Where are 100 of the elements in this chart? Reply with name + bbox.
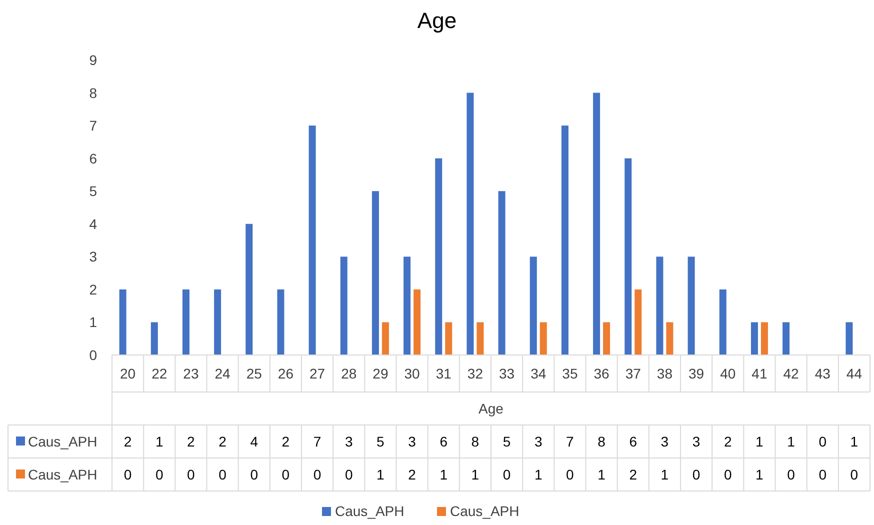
bar bbox=[498, 191, 506, 355]
data-label: 0 bbox=[692, 466, 700, 482]
bar bbox=[530, 256, 537, 355]
data-label: 0 bbox=[566, 466, 574, 482]
bar bbox=[593, 92, 600, 355]
x-tick-label: 28 bbox=[341, 366, 357, 382]
bar bbox=[340, 256, 348, 355]
data-label: 0 bbox=[187, 466, 196, 482]
bar bbox=[246, 224, 253, 355]
x-tick-label: 32 bbox=[467, 366, 484, 382]
data-label: 3 bbox=[534, 434, 542, 450]
bar bbox=[445, 322, 452, 355]
y-tick-label: 3 bbox=[89, 248, 98, 265]
data-label: 0 bbox=[724, 466, 732, 482]
bar bbox=[404, 256, 411, 355]
x-tick-label: 26 bbox=[278, 366, 294, 382]
data-label: 1 bbox=[155, 434, 164, 450]
data-label: 4 bbox=[250, 434, 258, 450]
y-tick-label: 6 bbox=[89, 150, 98, 166]
x-tick-label: 25 bbox=[246, 366, 262, 382]
data-label: 6 bbox=[440, 434, 448, 450]
y-tick-label: 8 bbox=[89, 84, 98, 101]
x-tick-label: 38 bbox=[656, 366, 673, 382]
bar bbox=[846, 322, 853, 355]
x-axis-title: Age bbox=[478, 400, 504, 416]
bar bbox=[150, 322, 158, 355]
data-label: 0 bbox=[818, 466, 827, 482]
data-label: 2 bbox=[408, 466, 416, 482]
data-label: 0 bbox=[344, 466, 353, 482]
data-label: 0 bbox=[124, 466, 132, 482]
x-tick-label: 44 bbox=[846, 366, 862, 382]
bar bbox=[760, 322, 768, 355]
x-tick-label: 36 bbox=[594, 366, 610, 382]
data-label: 2 bbox=[218, 434, 227, 450]
x-tick-label: 31 bbox=[436, 366, 452, 382]
data-label: 0 bbox=[282, 466, 290, 482]
data-label: 1 bbox=[756, 434, 764, 450]
data-label: 2 bbox=[724, 434, 732, 450]
x-tick-label: 40 bbox=[720, 366, 736, 382]
data-label: 1 bbox=[787, 434, 796, 450]
x-tick-label: 27 bbox=[310, 366, 326, 382]
bar bbox=[624, 158, 632, 355]
data-label: 2 bbox=[187, 434, 196, 450]
legend-label: Caus_APH bbox=[28, 434, 98, 450]
bar bbox=[372, 191, 379, 355]
bar bbox=[750, 322, 758, 355]
x-tick-label: 41 bbox=[752, 366, 768, 382]
x-tick-label: 20 bbox=[120, 366, 136, 382]
data-label: 8 bbox=[471, 434, 480, 450]
text: Caus_APH bbox=[28, 466, 98, 482]
x-tick-label: 37 bbox=[625, 366, 642, 382]
y-tick-label: 1 bbox=[89, 314, 98, 330]
data-label: 1 bbox=[534, 466, 542, 482]
data-label: 1 bbox=[440, 466, 448, 482]
chart-title: Age bbox=[417, 8, 457, 33]
data-label: 0 bbox=[818, 434, 827, 450]
bar bbox=[603, 322, 610, 355]
y-tick-label: 9 bbox=[89, 52, 98, 68]
bar bbox=[540, 322, 547, 355]
data-label: 5 bbox=[376, 434, 385, 450]
data-label: 1 bbox=[598, 466, 606, 482]
bar bbox=[666, 322, 674, 355]
data-label: 0 bbox=[313, 466, 322, 482]
bar bbox=[634, 289, 642, 355]
x-tick-label: 29 bbox=[372, 366, 388, 382]
data-label: 2 bbox=[629, 466, 638, 482]
bar bbox=[466, 92, 474, 355]
x-tick-label: 39 bbox=[688, 366, 704, 382]
data-label: 7 bbox=[566, 434, 574, 450]
data-label: 0 bbox=[218, 466, 227, 482]
data-label: 3 bbox=[692, 434, 700, 450]
data-label: 0 bbox=[850, 466, 858, 482]
data-label: 1 bbox=[660, 466, 669, 482]
data-label: 8 bbox=[598, 434, 606, 450]
data-label: 3 bbox=[408, 434, 416, 450]
x-tick-label: 43 bbox=[814, 366, 831, 382]
bar bbox=[476, 322, 484, 355]
data-label: 1 bbox=[471, 466, 480, 482]
x-tick-label: 34 bbox=[530, 366, 546, 382]
bar bbox=[119, 289, 126, 355]
x-tick-label: 35 bbox=[562, 366, 578, 382]
legend-label: Caus_APH bbox=[450, 503, 520, 519]
data-label: 5 bbox=[502, 434, 511, 450]
bar bbox=[688, 256, 695, 355]
x-tick-label: 33 bbox=[499, 366, 515, 382]
x-tick-label: 22 bbox=[152, 366, 168, 382]
y-tick-label: 2 bbox=[89, 281, 98, 298]
data-label: 2 bbox=[282, 434, 290, 450]
data-label: 3 bbox=[660, 434, 669, 450]
x-tick-label: 42 bbox=[783, 366, 800, 382]
text: Caus_APH bbox=[335, 503, 404, 519]
data-label: 1 bbox=[756, 466, 764, 482]
data-label: 1 bbox=[376, 466, 385, 482]
x-tick-label: 30 bbox=[404, 366, 420, 382]
data-label: 6 bbox=[629, 434, 638, 450]
bar bbox=[782, 322, 790, 355]
bar bbox=[308, 126, 316, 355]
bar bbox=[382, 322, 389, 355]
data-label: 7 bbox=[313, 434, 322, 450]
y-tick-label: 0 bbox=[89, 347, 98, 363]
